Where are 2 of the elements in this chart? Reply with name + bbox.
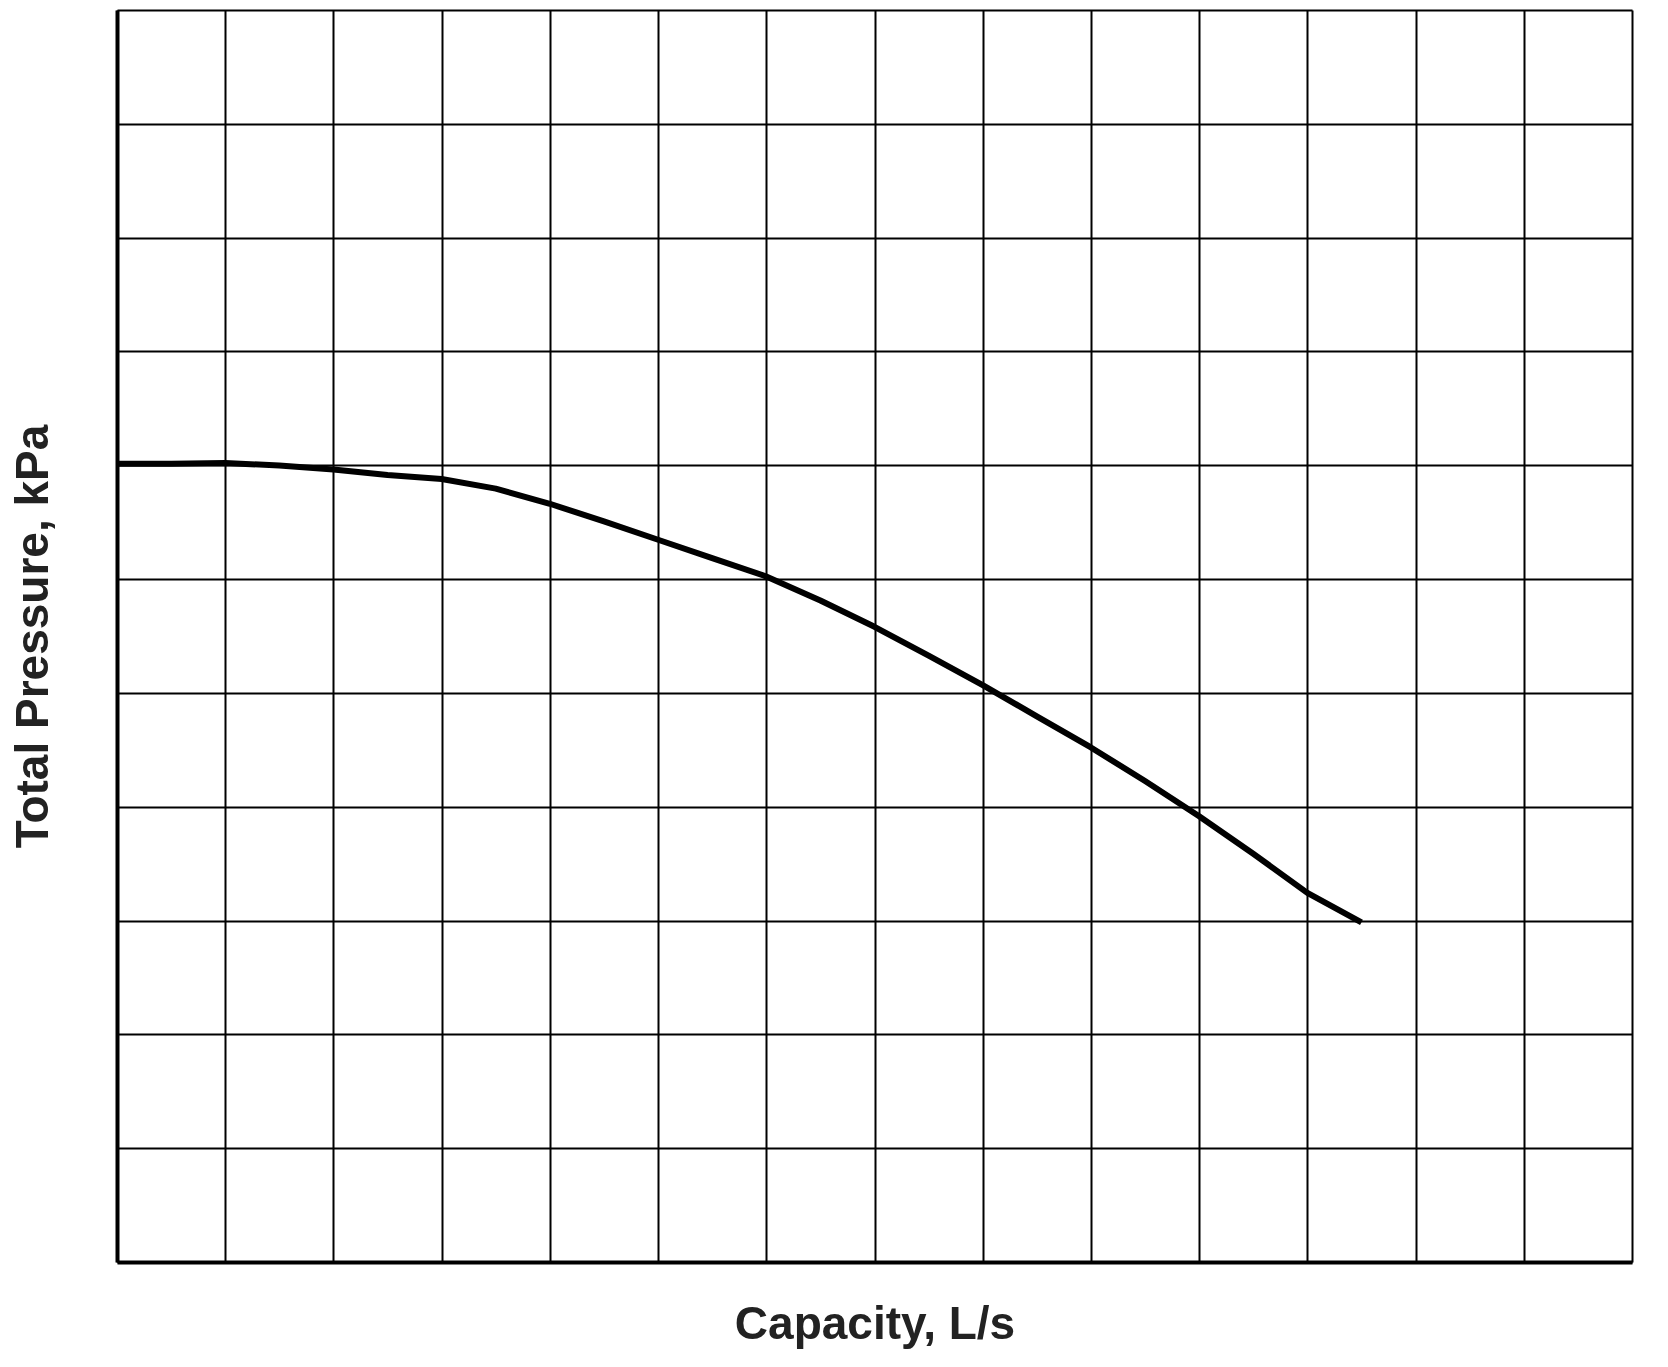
y-axis-title: Total Pressure, kPa: [5, 424, 58, 849]
x-axis-title: Capacity, L/s: [734, 1296, 1016, 1349]
